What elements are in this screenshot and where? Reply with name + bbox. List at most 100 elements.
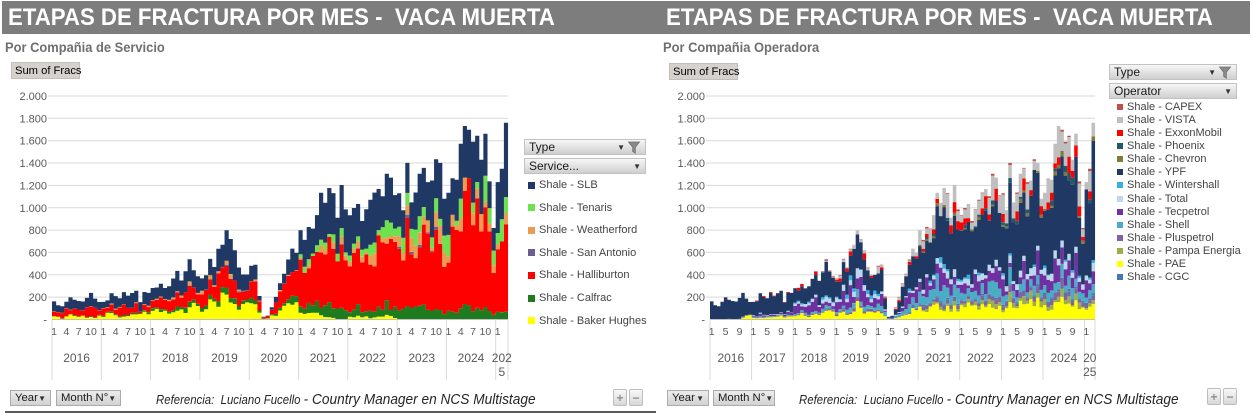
svg-text:1.000: 1.000 (19, 203, 47, 215)
svg-text:2020: 2020 (884, 351, 911, 365)
svg-text:1.400: 1.400 (677, 158, 705, 170)
svg-text:2020: 2020 (260, 351, 287, 365)
svg-text:1.200: 1.200 (677, 180, 705, 192)
svg-text:2016: 2016 (717, 351, 744, 365)
svg-text:4: 4 (359, 326, 365, 338)
svg-text:5: 5 (806, 326, 812, 338)
svg-text:9: 9 (737, 326, 743, 338)
svg-text:2022: 2022 (967, 351, 994, 365)
svg-text:9: 9 (945, 326, 951, 338)
svg-text:200: 200 (687, 292, 705, 304)
svg-text:2021: 2021 (926, 351, 953, 365)
svg-text:7: 7 (470, 326, 476, 338)
svg-text:10: 10 (430, 326, 442, 338)
svg-text:9: 9 (986, 326, 992, 338)
svg-text:5: 5 (764, 326, 770, 338)
svg-text:4: 4 (162, 326, 168, 338)
svg-text:2019: 2019 (211, 351, 238, 365)
svg-text:-: - (701, 315, 705, 327)
svg-text:2021: 2021 (310, 351, 337, 365)
svg-text:1.000: 1.000 (677, 203, 705, 215)
svg-text:2017: 2017 (113, 351, 140, 365)
svg-text:7: 7 (125, 326, 131, 338)
svg-text:1: 1 (495, 326, 501, 338)
svg-text:1: 1 (248, 326, 254, 338)
svg-text:-: - (43, 315, 47, 327)
svg-text:20: 20 (1083, 351, 1097, 365)
svg-text:9: 9 (778, 326, 784, 338)
svg-text:2023: 2023 (408, 351, 435, 365)
svg-text:7: 7 (76, 326, 82, 338)
svg-text:9: 9 (861, 326, 867, 338)
svg-text:10: 10 (282, 326, 294, 338)
svg-text:5: 5 (1056, 326, 1062, 338)
svg-text:4: 4 (63, 326, 69, 338)
svg-text:1: 1 (1042, 326, 1048, 338)
svg-text:4: 4 (261, 326, 267, 338)
svg-text:2019: 2019 (842, 351, 869, 365)
svg-text:5: 5 (498, 365, 505, 379)
svg-text:2017: 2017 (759, 351, 786, 365)
svg-text:1.200: 1.200 (19, 180, 47, 192)
svg-text:1: 1 (959, 326, 965, 338)
svg-text:5: 5 (848, 326, 854, 338)
svg-text:7: 7 (421, 326, 427, 338)
svg-text:5: 5 (723, 326, 729, 338)
svg-text:2022: 2022 (359, 351, 386, 365)
svg-text:1: 1 (1000, 326, 1006, 338)
svg-text:7: 7 (174, 326, 180, 338)
svg-text:1: 1 (875, 326, 881, 338)
svg-text:2.000: 2.000 (677, 91, 705, 103)
svg-text:1: 1 (709, 326, 715, 338)
svg-text:10: 10 (332, 326, 344, 338)
svg-text:9: 9 (1070, 326, 1076, 338)
svg-text:7: 7 (322, 326, 328, 338)
svg-text:1: 1 (792, 326, 798, 338)
svg-text:5: 5 (889, 326, 895, 338)
svg-text:1: 1 (298, 326, 304, 338)
svg-text:10: 10 (381, 326, 393, 338)
svg-text:5: 5 (1014, 326, 1020, 338)
svg-text:4: 4 (113, 326, 119, 338)
svg-text:25: 25 (1083, 365, 1097, 379)
svg-text:4: 4 (409, 326, 415, 338)
svg-text:1: 1 (445, 326, 451, 338)
svg-text:1: 1 (750, 326, 756, 338)
svg-text:10: 10 (184, 326, 196, 338)
svg-text:1: 1 (396, 326, 402, 338)
svg-text:4: 4 (211, 326, 217, 338)
svg-text:5: 5 (931, 326, 937, 338)
svg-text:1: 1 (917, 326, 923, 338)
svg-text:600: 600 (29, 247, 47, 259)
svg-text:9: 9 (820, 326, 826, 338)
svg-text:2024: 2024 (458, 351, 485, 365)
svg-text:10: 10 (233, 326, 245, 338)
svg-text:4: 4 (310, 326, 316, 338)
svg-text:2024: 2024 (1050, 351, 1077, 365)
svg-text:10: 10 (134, 326, 146, 338)
svg-text:400: 400 (687, 270, 705, 282)
svg-text:1: 1 (834, 326, 840, 338)
svg-text:600: 600 (687, 247, 705, 259)
svg-text:202: 202 (492, 351, 512, 365)
svg-text:2023: 2023 (1009, 351, 1036, 365)
svg-text:1: 1 (150, 326, 156, 338)
svg-text:10: 10 (85, 326, 97, 338)
svg-text:400: 400 (29, 270, 47, 282)
svg-text:5: 5 (972, 326, 978, 338)
svg-text:1.800: 1.800 (677, 113, 705, 125)
svg-text:1: 1 (347, 326, 353, 338)
svg-text:800: 800 (687, 225, 705, 237)
svg-text:1.600: 1.600 (677, 136, 705, 148)
svg-text:9: 9 (903, 326, 909, 338)
svg-text:7: 7 (372, 326, 378, 338)
svg-text:1: 1 (1083, 326, 1089, 338)
svg-text:1: 1 (199, 326, 205, 338)
svg-text:10: 10 (480, 326, 492, 338)
svg-text:800: 800 (29, 225, 47, 237)
svg-text:1.800: 1.800 (19, 113, 47, 125)
svg-text:200: 200 (29, 292, 47, 304)
svg-text:1.600: 1.600 (19, 136, 47, 148)
svg-text:2018: 2018 (801, 351, 828, 365)
svg-text:2.000: 2.000 (19, 91, 47, 103)
